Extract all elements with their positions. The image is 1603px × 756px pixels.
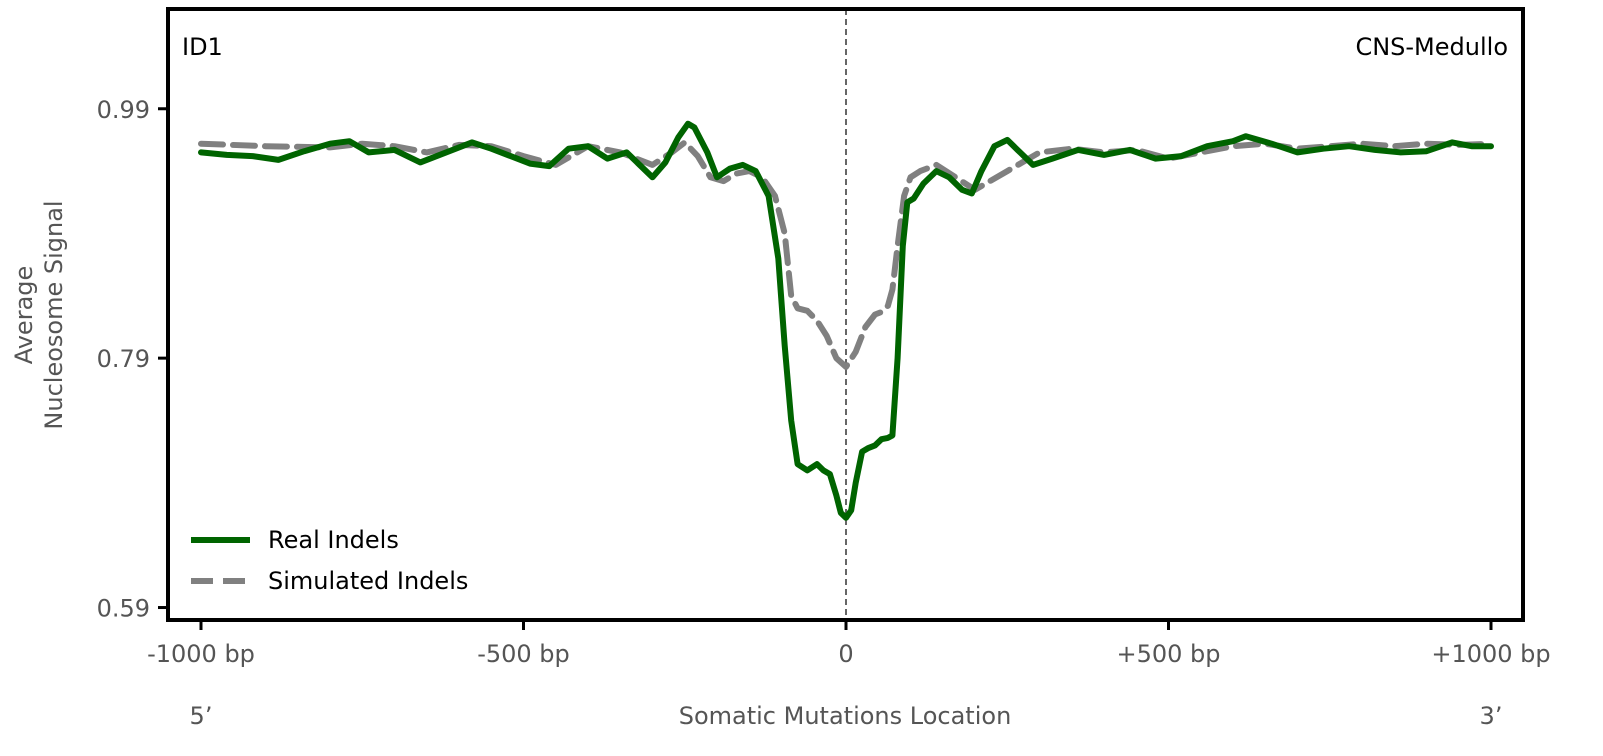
x-tick-label: +1000 bp [1431,640,1550,668]
panel-label-id1: ID1 [182,33,223,61]
legend: Real Indels Simulated Indels [191,526,468,595]
y-tick-label: 0.79 [97,345,150,373]
series-layer [198,120,1494,521]
series-line-real-indels [198,120,1494,521]
x-axis-label: Somatic Mutations Location [679,702,1012,730]
y-tick-label: 0.99 [97,96,150,124]
legend-label-simulated-indels: Simulated Indels [268,567,468,595]
x-axis-end-label-5prime: 5’ [190,702,213,730]
x-tick-label: +500 bp [1116,640,1220,668]
x-axis-end-label-3prime: 3’ [1480,702,1503,730]
x-tick-label: -500 bp [477,640,570,668]
y-axis-label-line1-text: Average [10,266,38,365]
legend-label-real-indels: Real Indels [268,526,399,554]
y-axis-label-line2-text: Nucleosome Signal [40,200,68,429]
y-tick-label: 0.59 [97,595,150,623]
tick-layer: -1000 bp -500 bp 0 +500 bp +1000 bp 0.59 0.79 0… [97,96,1551,668]
x-tick-label: -1000 bp [147,640,255,668]
panel-label-tumor-type: CNS-Medullo [1355,33,1508,61]
x-tick-label: 0 [838,640,853,668]
